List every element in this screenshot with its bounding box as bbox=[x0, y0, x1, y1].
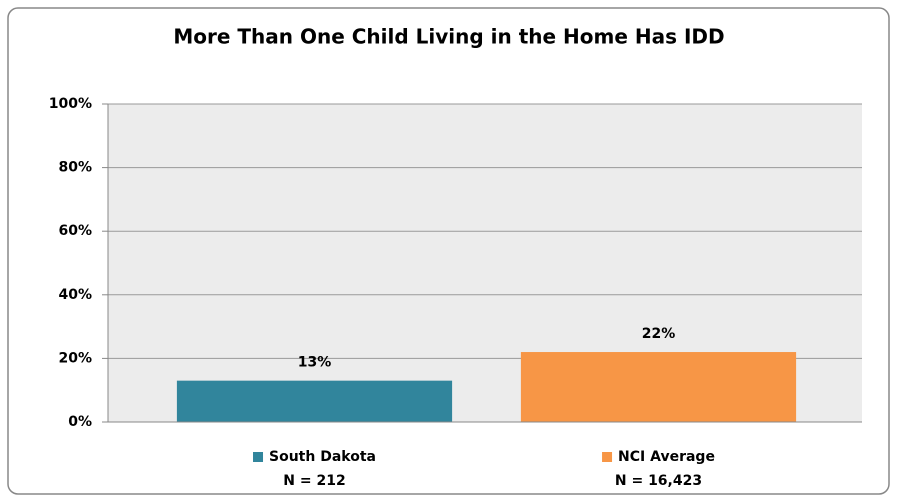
legend-label: NCI Average bbox=[618, 449, 715, 465]
legend-swatch bbox=[253, 452, 264, 462]
y-tick-label: 20% bbox=[58, 350, 92, 366]
chart-title: More Than One Child Living in the Home H… bbox=[173, 25, 724, 49]
y-tick-label: 60% bbox=[58, 223, 92, 239]
legend-label: South Dakota bbox=[269, 449, 376, 465]
n-label: N = 16,423 bbox=[615, 473, 702, 489]
y-tick-label: 100% bbox=[49, 96, 92, 112]
y-tick-label: 80% bbox=[58, 160, 92, 176]
value-label: 13% bbox=[298, 355, 332, 371]
bar bbox=[520, 352, 797, 422]
legend-swatch bbox=[602, 452, 613, 462]
bar bbox=[176, 380, 453, 422]
y-tick-label: 0% bbox=[68, 414, 92, 430]
y-tick-label: 40% bbox=[58, 287, 92, 303]
n-label: N = 212 bbox=[283, 473, 345, 489]
value-label: 22% bbox=[642, 326, 676, 342]
